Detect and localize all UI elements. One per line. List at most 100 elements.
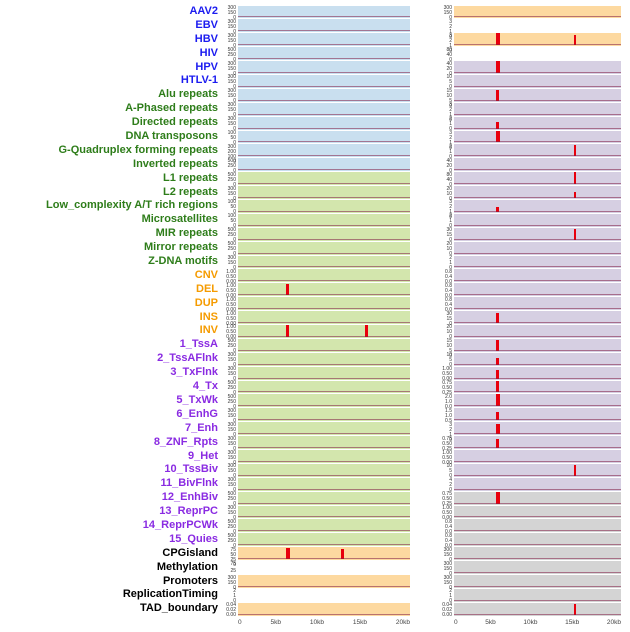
y-tick-label: 500 bbox=[227, 532, 236, 539]
y-tick-label: 2 bbox=[449, 588, 452, 595]
y-tick-label: 0 bbox=[233, 223, 236, 230]
y-tick-label: 300 bbox=[227, 18, 236, 25]
y-axis-ticks-right: 10 5 0 bbox=[410, 74, 454, 90]
track-label: MIR repeats bbox=[155, 227, 218, 240]
y-tick-label: 0 bbox=[449, 320, 452, 327]
track-panel-left bbox=[238, 297, 410, 311]
y-tick-label: 3 bbox=[449, 421, 452, 428]
y-tick-label: 0.5 bbox=[445, 417, 452, 424]
y-tick-label: 10 bbox=[446, 93, 452, 100]
y-axis-ticks-right: 20 10 0 bbox=[410, 324, 454, 340]
y-tick-label: 40 bbox=[446, 60, 452, 67]
y-tick-label: 0 bbox=[449, 237, 452, 244]
y-tick-label: 1 bbox=[233, 593, 236, 600]
y-tick-label: 300 bbox=[227, 463, 236, 470]
track-panel-left bbox=[238, 186, 410, 199]
track-label: 15_Quies bbox=[169, 532, 218, 545]
y-axis-ticks-left: 1.00 0.50 0.00 bbox=[222, 311, 238, 326]
y-tick-label: 0.8 bbox=[445, 296, 452, 303]
track-label: G-Quadruplex forming repeats bbox=[58, 143, 218, 156]
signal-peak bbox=[495, 61, 500, 73]
y-tick-label: 5 bbox=[449, 357, 452, 364]
track-label: DUP bbox=[194, 296, 218, 309]
track-row: DUP 1.00 0.50 0.00 0.8 0.4 0.0 bbox=[0, 296, 630, 312]
track-row: Promoters 300 150 0 300 150 0 bbox=[0, 575, 630, 590]
y-tick-label: 300 bbox=[227, 60, 236, 67]
y-tick-label: 1 bbox=[449, 260, 452, 267]
y-tick-label: 0 bbox=[233, 515, 236, 522]
track-row: Alu repeats 300 150 0 15 10 5 0 bbox=[0, 88, 630, 109]
y-tick-label: 300 bbox=[227, 5, 236, 11]
track-panel-right bbox=[454, 477, 621, 491]
track-row: Z-DNA motifs 300 150 0 2 1 0 bbox=[0, 255, 630, 271]
y-tick-label: 150 bbox=[227, 79, 236, 86]
track-panel-right bbox=[454, 47, 621, 61]
y-axis-ticks-left: 300 150 0 bbox=[222, 450, 238, 465]
track-label: HTLV-1 bbox=[180, 74, 218, 87]
y-tick-label: 150 bbox=[227, 37, 236, 44]
y-axis-ticks-right: 10 5 0 bbox=[410, 352, 454, 368]
track-panel-right bbox=[454, 241, 621, 255]
y-tick-label: 5 bbox=[449, 79, 452, 86]
track-panel-left bbox=[238, 241, 410, 255]
track-panel-left bbox=[238, 561, 410, 575]
track-panel-right bbox=[454, 547, 621, 561]
track-row: 2_TssAFlnk 300 150 0 10 5 0 bbox=[0, 352, 630, 368]
y-tick-label: 150 bbox=[227, 482, 236, 489]
y-tick-label: 0 bbox=[233, 112, 236, 119]
y-tick-label: 0.4 bbox=[445, 273, 452, 280]
y-axis-ticks-left: 1.00 0.50 0.00 bbox=[222, 269, 238, 284]
y-tick-label: 150 bbox=[443, 10, 452, 16]
y-tick-label: 1 bbox=[449, 148, 452, 155]
y-axis-ticks-right: 300 150 0 bbox=[410, 561, 454, 576]
track-row: 12_EnhBiv 500 250 0 0.75 0.50 0.25 bbox=[0, 491, 630, 507]
y-tick-label: 0.0 bbox=[445, 528, 452, 535]
y-tick-label: 30 bbox=[446, 227, 452, 234]
track-panel-right bbox=[454, 422, 621, 436]
track-panel-left bbox=[238, 602, 410, 616]
y-tick-label: 2 bbox=[449, 23, 452, 30]
y-tick-label: 0 bbox=[233, 445, 236, 452]
y-tick-label: 0.00 bbox=[442, 612, 452, 619]
y-axis-ticks-right: 0.75 0.50 0.25 bbox=[410, 436, 454, 451]
track-panel-right bbox=[454, 463, 621, 477]
track-panel-left bbox=[238, 394, 410, 408]
y-axis-ticks-left: 0.04 0.02 0.00 bbox=[222, 602, 238, 618]
track-row: 5_TxWk 500 250 0 2.0 1.0 0.0 bbox=[0, 394, 630, 409]
y-tick-label: 0 bbox=[233, 209, 236, 216]
y-tick-label: 150 bbox=[227, 260, 236, 267]
track-label: Low_complexity A/T rich regions bbox=[46, 199, 218, 212]
track-row: G-Quadruplex forming repeats 300 200 100 0 2 1… bbox=[0, 143, 630, 164]
y-axis-ticks-right: 40 20 0 bbox=[410, 60, 454, 76]
y-tick-label: 4 bbox=[449, 477, 452, 484]
y-axis-ticks-right: 300 150 0 bbox=[410, 5, 454, 21]
track-panel-right bbox=[454, 575, 621, 588]
y-tick-label: 0.8 bbox=[445, 282, 452, 289]
x-tick-label: 5kb bbox=[485, 618, 496, 626]
y-tick-label: 300 bbox=[227, 102, 236, 109]
y-tick-label: 1 bbox=[449, 140, 452, 147]
y-axis-ticks-right: 1.00 0.50 0.00 bbox=[410, 366, 454, 382]
track-label: Methylation bbox=[156, 560, 218, 573]
y-tick-label: 0.8 bbox=[445, 532, 452, 539]
track-panel-right bbox=[454, 352, 621, 366]
y-tick-label: 150 bbox=[227, 510, 236, 517]
y-tick-label: 250 bbox=[227, 537, 236, 544]
y-axis-ticks-left: 500 250 0 bbox=[222, 532, 238, 548]
track-panel-left bbox=[238, 338, 410, 352]
y-tick-label: 500 bbox=[227, 46, 236, 53]
y-tick-label: 250 bbox=[227, 343, 236, 350]
y-tick-label: 0 bbox=[449, 223, 452, 230]
y-tick-label: 250 bbox=[227, 51, 236, 58]
track-panel-right bbox=[454, 519, 621, 533]
y-tick-label: 1 bbox=[449, 121, 452, 128]
track-label: 9_Het bbox=[188, 449, 218, 462]
y-tick-label: 0.04 bbox=[442, 602, 452, 609]
signal-peak bbox=[495, 340, 499, 351]
y-axis-ticks-left: 300 150 0 bbox=[222, 60, 238, 76]
y-axis-ticks-left: 1.00 0.50 0.00 bbox=[222, 297, 238, 312]
y-axis-ticks-left: 300 150 0 bbox=[222, 186, 238, 201]
track-panel-right bbox=[454, 186, 621, 199]
track-label: 2_TssAFlnk bbox=[157, 352, 218, 365]
